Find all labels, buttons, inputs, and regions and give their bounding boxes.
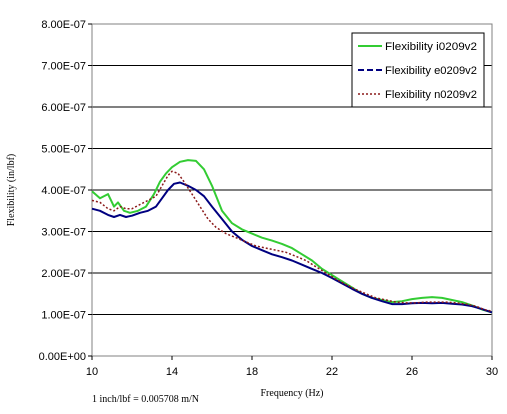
y-tick-label: 5.00E-07 [41,144,86,156]
y-axis-title: Flexibility (in/lbf) [6,154,17,227]
y-tick-label: 4.00E-07 [41,185,86,197]
x-tick-label: 30 [486,366,498,378]
series-line-1 [91,159,493,314]
x-tick-label: 22 [326,366,338,378]
series-layer [91,159,493,314]
y-tick-label: 2.00E-07 [41,268,86,280]
x-axis-title: Frequency (Hz) [260,388,323,399]
y-tick-label: 3.00E-07 [41,227,86,239]
gridlines [92,23,492,315]
y-tick-label: 1.00E-07 [41,310,86,322]
y-tick-label: 8.00E-07 [41,19,86,31]
y-tick-label: 7.00E-07 [41,61,86,73]
legend-label: Flexibility e0209v2 [385,65,477,77]
x-tick-label: 18 [246,366,258,378]
y-tick-label: 6.00E-07 [41,102,86,114]
x-tick-label: 10 [86,366,98,378]
legend-label: Flexibility n0209v2 [385,89,477,101]
series-line-2 [91,181,493,314]
x-tick-label: 14 [166,366,178,378]
unit-conversion-note: 1 inch/lbf = 0.005708 m/N [92,394,199,405]
legend: Flexibility i0209v2 Flexibility e0209v2 Fl… [351,32,485,108]
x-tick-label: 26 [406,366,418,378]
legend-label: Flexibility i0209v2 [385,41,477,53]
series-line-3 [91,170,493,312]
x-axis-ticks: 10 14 18 22 26 30 [86,356,498,378]
y-axis-ticks: 0.00E+00 1.00E-07 2.00E-07 3.00E-07 4.00E-07… [39,19,92,363]
y-tick-label: 0.00E+00 [39,351,86,363]
